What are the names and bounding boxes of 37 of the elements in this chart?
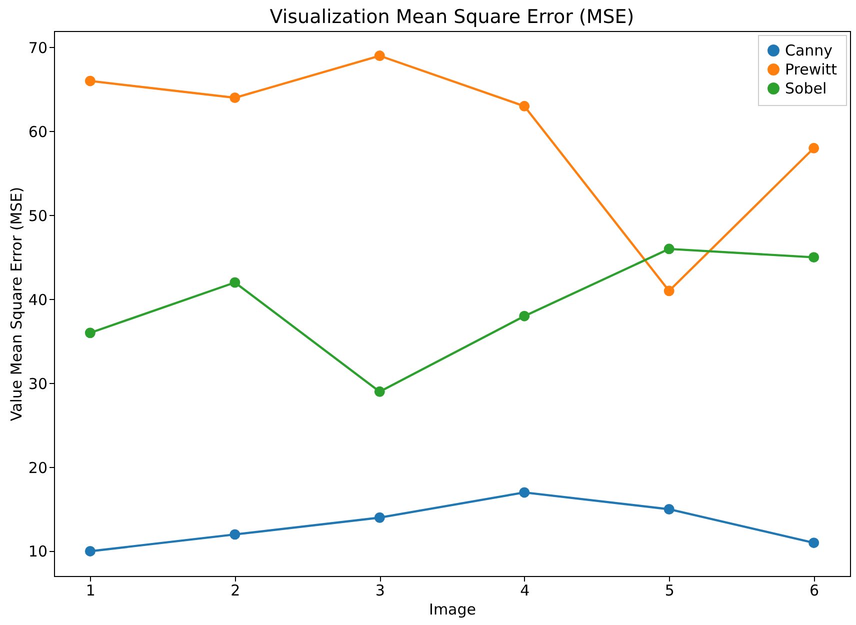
y-tick-label: 20 <box>28 458 48 477</box>
x-tick-label: 3 <box>375 582 385 600</box>
x-tick-label: 2 <box>230 582 240 600</box>
point <box>519 487 530 498</box>
point <box>808 538 820 548</box>
legend-label: Canny <box>785 42 833 60</box>
x-tick-label: 1 <box>86 582 96 600</box>
y-tick-label: 10 <box>28 542 48 561</box>
y-tick-label: 40 <box>28 290 48 309</box>
point <box>374 50 385 62</box>
y-tick-label: 30 <box>28 374 48 393</box>
point <box>808 252 820 263</box>
point <box>230 277 240 288</box>
point <box>230 529 240 540</box>
y-tick-label: 70 <box>28 38 48 57</box>
x-tick-label: 4 <box>520 582 530 600</box>
point <box>84 328 96 338</box>
point <box>84 76 96 86</box>
y-axis-title: Value Mean Square Error (MSE) <box>7 186 26 422</box>
chart-title: Visualization Mean Square Error (MSE) <box>270 6 634 28</box>
y-tick-label: 60 <box>28 122 48 141</box>
point <box>230 92 240 103</box>
point <box>664 504 674 514</box>
point <box>519 100 530 112</box>
x-axis-title: Image <box>429 600 476 618</box>
x-tick-label: 6 <box>810 582 820 600</box>
x-tick-label: 5 <box>664 582 674 600</box>
point <box>664 286 674 296</box>
point <box>84 546 96 556</box>
point <box>374 386 385 397</box>
point <box>519 310 530 322</box>
point <box>664 244 674 254</box>
point <box>374 512 385 523</box>
legend-label: Sobel <box>785 80 827 98</box>
legend-label: Prewitt <box>785 60 838 78</box>
point <box>808 142 820 154</box>
y-tick-label: 50 <box>28 206 48 225</box>
